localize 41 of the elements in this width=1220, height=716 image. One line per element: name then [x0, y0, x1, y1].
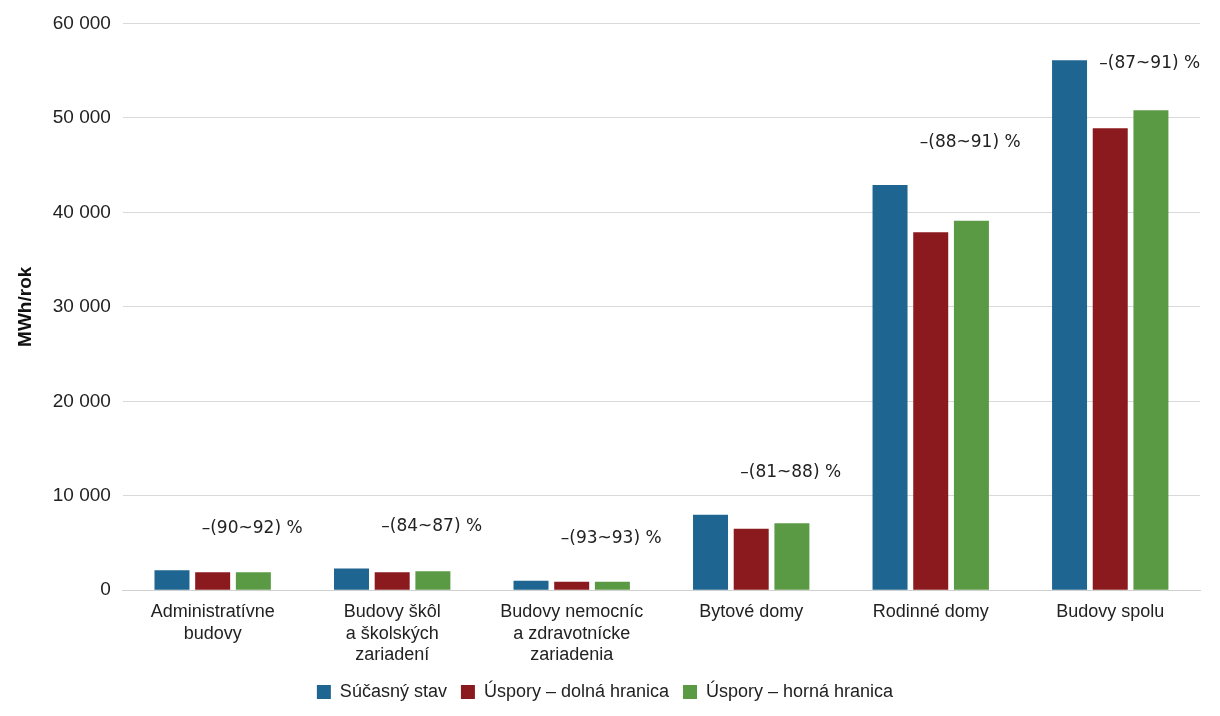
x-tick-label: Budovy spolu [1056, 600, 1165, 621]
bar [415, 571, 451, 590]
bar [1133, 110, 1169, 590]
y-tick-label: 40 000 [52, 200, 111, 222]
bar [774, 523, 810, 590]
bar [733, 528, 769, 590]
x-tick-label: Budovy škôl a školských zariadení [343, 600, 441, 665]
bar [872, 184, 908, 590]
x-tick-label: Bytové domy [699, 600, 804, 621]
legend-label: Úspory – horná hranica [706, 679, 895, 701]
annotation: –(88~91) % [919, 131, 1021, 152]
annotation: –(81~88) % [740, 461, 842, 482]
bar [1052, 60, 1088, 590]
bar [1092, 128, 1128, 590]
bar [913, 232, 949, 590]
bar [554, 581, 590, 590]
bar [235, 572, 271, 590]
bar [693, 514, 729, 590]
y-tick-label: 30 000 [52, 295, 111, 317]
bar [334, 568, 369, 590]
y-tick-label: 0 [100, 578, 111, 600]
bar [953, 220, 989, 590]
y-tick-label: 10 000 [52, 483, 111, 505]
y-tick-label: 50 000 [52, 106, 111, 128]
bar [374, 572, 410, 590]
annotation: –(84~87) % [381, 514, 483, 535]
annotation: –(93~93) % [560, 527, 662, 548]
bar [594, 581, 630, 590]
bar [154, 570, 190, 590]
y-tick-label: 60 000 [52, 11, 111, 33]
annotation: –(87~91) % [1099, 51, 1201, 72]
annotation: –(90~92) % [201, 516, 303, 537]
bar [195, 572, 231, 590]
legend-label: Súčasný stav [339, 680, 447, 701]
x-tick-label: Administratívne budovy [150, 600, 275, 643]
y-axis-title: MWh/rok [13, 266, 35, 347]
y-tick-label: 20 000 [52, 389, 111, 411]
bar [513, 580, 549, 590]
x-tick-label: Budovy nemocníc a zdravotnícke zariadenia [500, 600, 644, 665]
x-tick-label: Rodinné domy [872, 600, 989, 621]
legend-label: Úspory – dolná hranica [483, 679, 671, 701]
